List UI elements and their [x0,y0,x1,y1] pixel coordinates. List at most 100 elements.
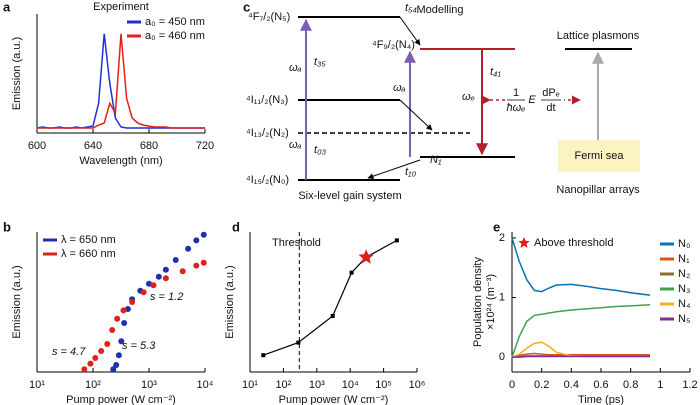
y-axis-label: Emission (a.u.) [11,37,23,110]
point [115,352,122,359]
series-line [512,355,650,358]
point [200,231,207,238]
legend-star [518,237,530,248]
coupling-numerator: 1 [513,87,519,99]
legend-label: λ = 650 nm [61,234,116,246]
series-line [511,303,651,358]
x-tick-label: 10³ [309,379,325,391]
rate-label: t₃₅ [314,56,326,68]
point [118,338,125,345]
legend-label: a₀ = 450 nm [145,16,205,28]
point [349,270,354,275]
fermi-box [558,140,640,172]
point [200,259,207,266]
x-tick-label: 640 [84,140,102,152]
n1-label: N₁ [430,154,442,166]
rate-label: t₁₀ [405,166,417,178]
point [120,307,127,314]
diagram: c Modelling ⁴F₇/₂(N₅) ⁴F₉/₂(N₄) ⁴I₁₁/₂(N… [243,0,640,202]
x-tick-label: 10⁴ [342,379,359,391]
series-line [37,33,205,129]
panel-label: d [232,219,240,234]
x-tick-label: 10¹ [242,379,258,391]
x-tick-label: 720 [196,140,214,152]
annotation: Threshold [272,237,321,249]
decay-arrow [367,159,421,180]
point [121,320,128,326]
point [87,360,94,367]
y-axis-label: Emission (a.u.) [11,265,23,338]
point [155,273,162,280]
legend-label: N₀ [678,238,691,250]
coupling-field: E [528,94,536,106]
diagram-title: Modelling [416,4,463,16]
point [394,238,399,243]
star-point [358,249,374,264]
point [140,289,147,296]
point [110,366,117,373]
point [172,257,179,263]
omega-label: ωₐ [393,82,406,94]
rate-label: t₅₄ [405,2,417,14]
x-tick-label: 10¹ [29,379,45,391]
y-axis-label: Population density [472,257,484,347]
x-tick-label: 1.2 [682,379,697,391]
x-tick-label: 10⁴ [197,379,214,391]
x-tick-label: 0.6 [593,379,608,391]
point [162,266,169,273]
panel-label: c [243,0,250,14]
decay-arrow [399,16,421,46]
point [179,268,186,275]
rate-label: t₀₃ [314,144,327,156]
legend-label: λ = 660 nm [61,248,116,260]
point [296,340,301,345]
x-axis-label: Pump power (W cm⁻²) [279,394,389,405]
series-line [263,239,398,356]
omega-label: ωₐ [289,139,302,151]
nanopillar-label: Nanopillar arrays [556,184,640,196]
legend-label: N₂ [678,268,690,280]
x-tick-label: 600 [28,140,46,152]
point [185,245,192,252]
x-axis-label: Wavelength (nm) [79,155,162,167]
coupling-denominator: ħωₑ [507,102,526,114]
x-tick-label: 10³ [141,379,157,391]
point [150,282,157,289]
decay-arrow [399,99,433,131]
point [330,314,335,318]
chart-title: Experiment [93,1,149,13]
point [113,362,120,368]
x-tick-label: 10² [85,379,101,391]
legend-label: N₁ [678,253,690,265]
level-label: ⁴F₇/₂(N₅) [248,11,290,23]
legend-label: Above threshold [534,237,614,249]
coupling-dt: dt [546,102,555,114]
level-label: ⁴I₁₃/₂(N₂) [246,127,289,139]
x-tick-label: 0.8 [623,379,638,391]
panel-label: b [3,219,11,234]
series-line [511,237,651,296]
rate-label: t₄₁ [490,66,501,78]
point [98,348,105,354]
x-tick-label: 10² [275,379,291,391]
point [92,355,99,361]
level-label: ⁴I₁₅/₂(N₀) [246,174,289,186]
point [109,327,116,333]
series-line [36,33,205,129]
level-label: ⁴I₁₁/₂(N₃) [246,94,288,106]
point [114,315,121,322]
point [104,341,111,347]
y-tick-label: 0 [499,351,505,363]
omega-label: ωₑ [462,91,475,103]
y-axis-label: ×10²⁴ (m⁻³) [485,274,497,330]
point [81,366,88,373]
point [162,275,169,282]
point [193,262,200,269]
x-tick-label: 1 [657,379,663,391]
series-line [511,352,650,358]
omega-label: ωₐ [289,62,302,74]
coupling-dp: dPₑ [542,87,560,99]
point [261,353,266,358]
x-tick-label: 10⁶ [409,379,426,391]
